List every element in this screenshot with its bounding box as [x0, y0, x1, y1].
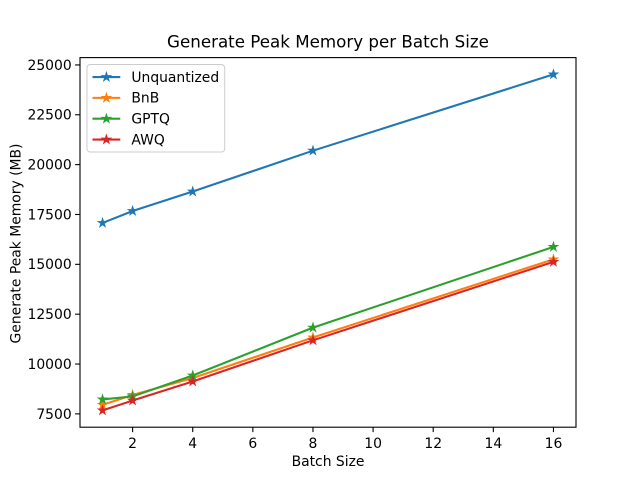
- marker-star-gptq: [307, 321, 319, 333]
- x-tick-label: 8: [309, 436, 318, 452]
- x-tick-label: 4: [188, 436, 197, 452]
- marker-star-unquantized: [96, 216, 109, 228]
- legend-marker-star: [100, 112, 113, 124]
- marker-star-unquantized: [307, 144, 319, 156]
- x-tick-label: 2: [128, 436, 137, 452]
- marker-star-awq: [96, 404, 109, 416]
- series-unquantized: [96, 68, 560, 228]
- series-awq: [96, 255, 560, 416]
- y-tick-label: 22500: [27, 108, 71, 124]
- axes-spines: [79, 57, 577, 428]
- marker-star-unquantized: [547, 68, 560, 80]
- x-tick-label: 12: [424, 436, 442, 452]
- x-tick-label: 6: [248, 436, 257, 452]
- legend-entry-awq: AWQ: [92, 132, 165, 148]
- marker-star-awq: [126, 394, 139, 406]
- y-tick-label: 15000: [27, 257, 71, 273]
- marker-star-gptq: [96, 393, 109, 405]
- x-axis-label: Batch Size: [292, 454, 365, 470]
- y-tick-label: 7500: [36, 407, 71, 423]
- x-axis-ticks: 2 4 6 8 10 12 14 16: [128, 427, 562, 452]
- y-tick-label: 20000: [27, 158, 71, 174]
- y-axis-ticks: 7500 10000 12500 15000 17500 20000 22500 25000: [27, 58, 80, 423]
- legend-marker-star: [100, 133, 113, 145]
- legend-marker-star: [100, 91, 113, 103]
- legend: Unquantized BnB GPTQ AWQ: [86, 64, 226, 153]
- x-tick-label: 14: [484, 436, 502, 452]
- x-tick-label: 16: [545, 436, 563, 452]
- x-tick-label: 10: [364, 436, 382, 452]
- marker-star-gptq: [547, 240, 560, 252]
- marker-star-awq: [307, 334, 319, 346]
- y-tick-label: 12500: [27, 307, 71, 323]
- legend-label: Unquantized: [131, 70, 219, 86]
- chart-title: Generate Peak Memory per Batch Size: [167, 32, 489, 52]
- y-tick-label: 10000: [27, 357, 71, 373]
- marker-star-awq: [186, 375, 199, 387]
- legend-entry-gptq: GPTQ: [92, 112, 170, 128]
- legend-frame: [86, 64, 226, 153]
- y-axis-label: Generate Peak Memory (MB): [9, 144, 25, 344]
- legend-entry-unquantized: Unquantized: [92, 70, 219, 86]
- legend-marker-star: [100, 70, 113, 82]
- y-tick-label: 17500: [27, 207, 71, 223]
- marker-star-awq: [547, 255, 560, 267]
- legend-label: AWQ: [131, 132, 164, 148]
- y-tick-label: 25000: [27, 58, 71, 74]
- legend-label: BnB: [131, 91, 159, 107]
- marker-star-unquantized: [186, 185, 199, 197]
- legend-label: GPTQ: [131, 112, 170, 128]
- legend-entry-bnb: BnB: [92, 91, 159, 107]
- marker-star-unquantized: [126, 204, 139, 216]
